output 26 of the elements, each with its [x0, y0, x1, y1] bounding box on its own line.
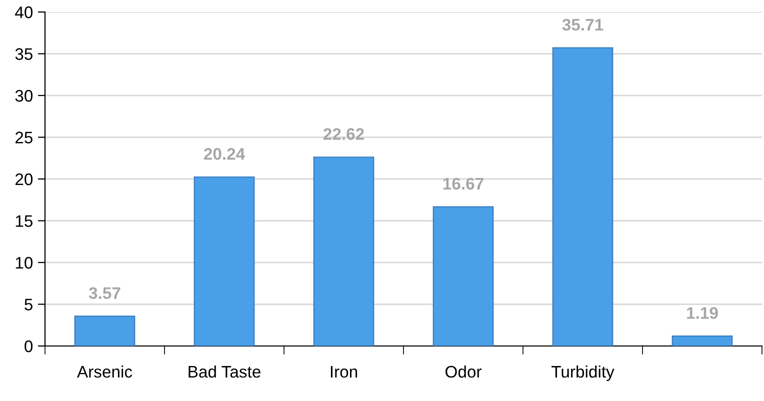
- bar: [194, 176, 255, 346]
- x-tick-label: Bad Taste: [188, 365, 260, 378]
- y-tick-label: 25: [15, 132, 32, 144]
- y-tick-label: 15: [16, 215, 32, 227]
- y-tick-label: 20: [15, 173, 33, 186]
- y-tick-label: 40: [15, 6, 33, 18]
- data-label: 16.67: [443, 178, 484, 190]
- bar: [74, 316, 136, 346]
- x-tick-label: Odor: [446, 365, 482, 378]
- y-tick-label: 10: [16, 256, 33, 269]
- data-label: 1.19: [687, 307, 718, 319]
- data-label: 3.57: [88, 287, 120, 300]
- x-tick-label: Iron: [330, 366, 358, 378]
- bar: [313, 156, 374, 346]
- y-tick-label: 5: [24, 298, 32, 310]
- bar: [552, 47, 614, 346]
- x-tick-label: Arsenic: [76, 365, 132, 378]
- x-tick-label: Turbidity: [551, 365, 614, 381]
- y-tick-label: 30: [15, 90, 33, 102]
- data-label: 20.24: [204, 148, 246, 160]
- data-label: 35.71: [562, 18, 604, 31]
- data-label: 22.62: [323, 128, 364, 140]
- bar: [672, 336, 733, 346]
- bar: [432, 206, 494, 346]
- y-tick-label: 0: [24, 340, 33, 352]
- y-tick-label: 35: [15, 48, 32, 60]
